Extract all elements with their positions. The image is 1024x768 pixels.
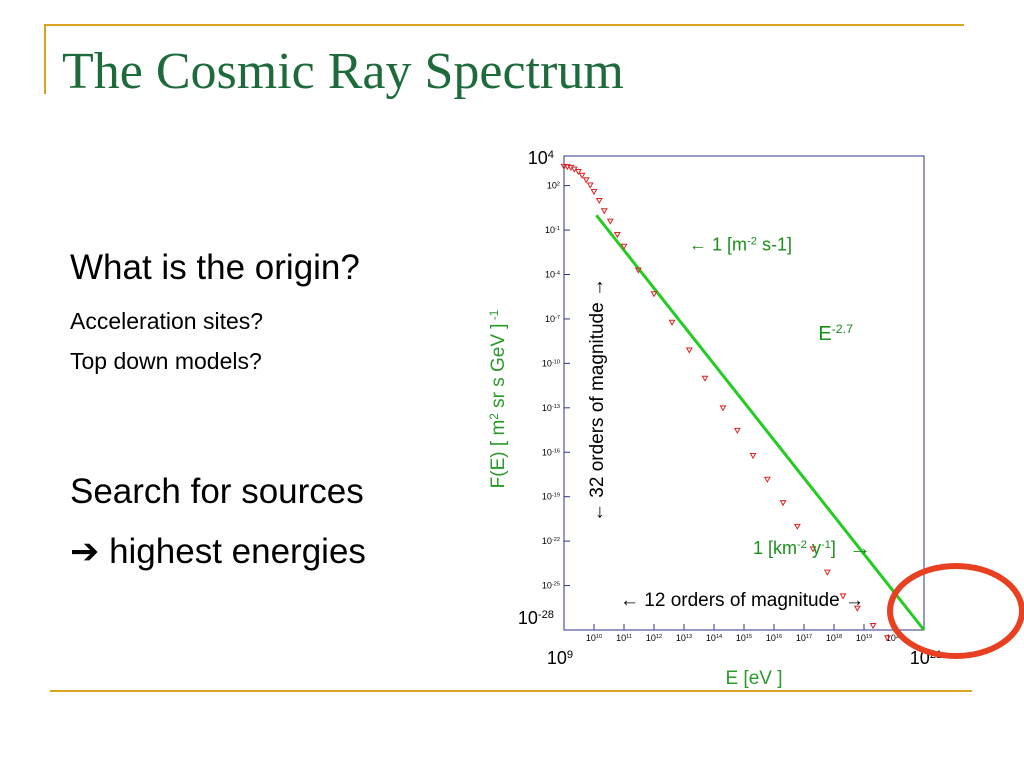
x-tick-label: 1015 — [736, 633, 752, 643]
annotation-flux-km2: 1 [km-2 y-1] — [753, 538, 836, 558]
y-tick-label: 10-1 — [545, 225, 560, 235]
y-axis-ticks: 102 10-1 10-4 10-7 10-10 10-13 10-16 10-19 10-22… — [542, 155, 570, 631]
data-point — [595, 197, 603, 205]
annotation-flux-arrow: → — [849, 535, 871, 560]
y-tick-label: 10-25 — [542, 581, 560, 591]
fit-line — [595, 214, 926, 631]
data-point — [763, 476, 771, 483]
annotation-vertical-span: ← 32 orders of magnitude → — [587, 278, 608, 522]
cosmic-ray-spectrum-chart: 1010 1011 1012 1013 1014 1015 1016 1017 1018 1019… — [488, 148, 1024, 689]
bottom-rule — [50, 690, 972, 692]
y-tick-label: 10-19 — [542, 492, 560, 502]
y-tick-label: 10-16 — [542, 447, 560, 457]
data-point — [839, 593, 847, 600]
data-point — [606, 218, 614, 225]
bullet-acceleration: Acceleration sites? — [70, 308, 264, 334]
y-axis-end-min: 10-28 — [518, 608, 554, 628]
data-point — [779, 500, 787, 507]
data-point — [560, 163, 568, 170]
x-axis-end-min: 109 — [547, 648, 573, 668]
data-points — [560, 163, 891, 642]
y-tick-label: 10-22 — [542, 536, 560, 546]
data-point — [613, 232, 621, 239]
y-tick-label: 102 — [547, 181, 560, 191]
x-tick-label: 1017 — [796, 633, 812, 643]
data-point — [749, 453, 757, 460]
fit-line-group — [595, 214, 926, 631]
x-tick-label: 1010 — [586, 633, 602, 643]
plot-frame — [563, 155, 925, 631]
plot-area — [563, 155, 925, 631]
data-point — [701, 375, 709, 382]
x-tick-label: 1018 — [826, 633, 842, 643]
x-tick-label: 1011 — [616, 633, 632, 643]
bullet-highest-text: highest energies — [109, 532, 366, 571]
y-axis-end-max: 104 — [528, 148, 554, 168]
x-tick-label: 1016 — [766, 633, 782, 643]
x-tick-label: 1013 — [676, 633, 692, 643]
y-tick-label: 10-4 — [545, 270, 560, 280]
y-axis-label: F(E) [ m2 sr s GeV ] -1 — [488, 310, 510, 489]
data-point — [733, 427, 741, 434]
arrow-icon: ➔ — [70, 532, 100, 571]
bullet-highest: ➔ highest energies — [70, 532, 366, 572]
data-point — [809, 546, 817, 553]
data-point — [823, 569, 831, 576]
bullet-search: Search for sources — [70, 472, 364, 511]
data-point — [719, 405, 727, 412]
data-point — [586, 182, 594, 189]
bullet-topdown: Top down models? — [70, 348, 262, 374]
y-tick-label: 10-10 — [542, 358, 560, 368]
data-point — [853, 605, 861, 612]
data-point — [582, 177, 590, 184]
y-tick-label: 10-7 — [545, 314, 560, 324]
data-point — [590, 189, 598, 196]
data-point — [793, 523, 801, 530]
data-point — [650, 291, 658, 298]
annotation-flux-m2: ← 1 [m-2 s-1] — [689, 234, 792, 254]
y-tick-label: 10-13 — [542, 403, 560, 413]
x-tick-label: 1014 — [706, 633, 722, 643]
x-tick-label: 1012 — [646, 633, 662, 643]
data-point — [620, 243, 628, 250]
data-point — [883, 635, 891, 642]
annotations: ← 1 [m-2 s-1] 1 [km-2 y-1] → E-2.7 ← 32 orde… — [587, 234, 871, 611]
bullet-origin: What is the origin? — [70, 248, 360, 287]
data-point — [600, 208, 608, 215]
x-axis-label: E [eV ] — [725, 668, 782, 689]
annotation-slope: E-2.7 — [818, 322, 853, 345]
top-rule — [44, 24, 964, 26]
data-point — [668, 319, 676, 326]
data-point — [634, 267, 642, 274]
highlight-circle — [887, 563, 1024, 659]
annotation-horizontal-span: ← 12 orders of magnitude → — [620, 590, 864, 611]
slide-title: The Cosmic Ray Spectrum — [62, 43, 624, 100]
data-point — [685, 347, 693, 354]
x-tick-label: 1019 — [856, 633, 872, 643]
data-point — [869, 623, 877, 630]
data-point — [578, 172, 586, 179]
left-rule — [44, 24, 46, 94]
data-point — [574, 168, 582, 176]
